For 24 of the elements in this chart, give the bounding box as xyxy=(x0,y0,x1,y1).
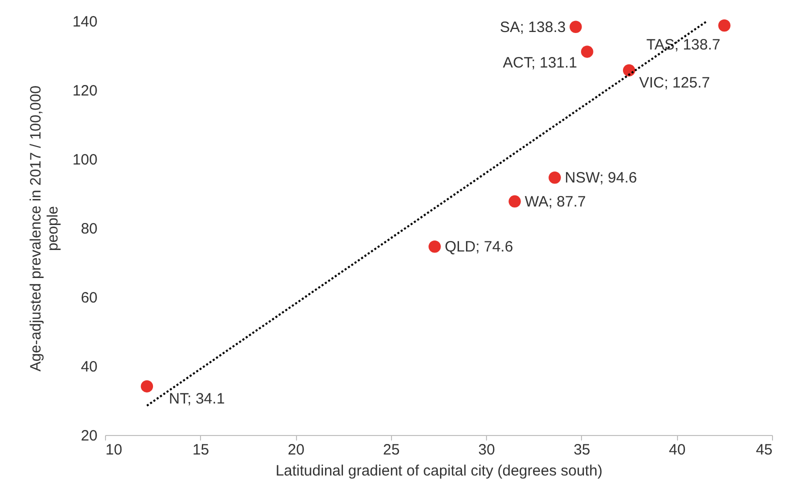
x-tick-label: 20 xyxy=(288,442,304,458)
data-label: WA; 87.7 xyxy=(524,193,586,210)
y-tick-label: 40 xyxy=(80,358,98,376)
x-tick-label: 40 xyxy=(668,442,686,458)
y-tick-label: 60 xyxy=(80,290,98,306)
y-tick-label: 140 xyxy=(72,14,98,30)
y-tick-label: 100 xyxy=(72,152,98,168)
x-tick-label: 25 xyxy=(383,442,400,458)
y-axis-title: Age-adjusted prevalence in 2017 / 100,000 people xyxy=(27,85,62,372)
y-tick-label: 120 xyxy=(72,82,98,100)
data-label: ACT; 131.1 xyxy=(502,54,578,72)
x-tick-label: 30 xyxy=(478,442,495,458)
y-tick-label: 80 xyxy=(80,220,98,238)
data-label: NSW; 94.6 xyxy=(564,170,638,187)
data-label: NT; 34.1 xyxy=(168,390,225,408)
x-axis-title: Latitudinal gradient of capital city (degrees south) xyxy=(276,462,602,480)
y-tick-label: 20 xyxy=(80,428,98,444)
x-tick-label: 45 xyxy=(756,442,772,458)
data-label: VIC; 125.7 xyxy=(639,74,710,92)
data-label: QLD; 74.6 xyxy=(444,238,514,256)
x-tick-label: 35 xyxy=(574,442,590,458)
x-tick-label: 10 xyxy=(106,442,122,458)
x-tick-label: 15 xyxy=(192,442,210,458)
data-label: SA; 138.3 xyxy=(500,18,566,36)
